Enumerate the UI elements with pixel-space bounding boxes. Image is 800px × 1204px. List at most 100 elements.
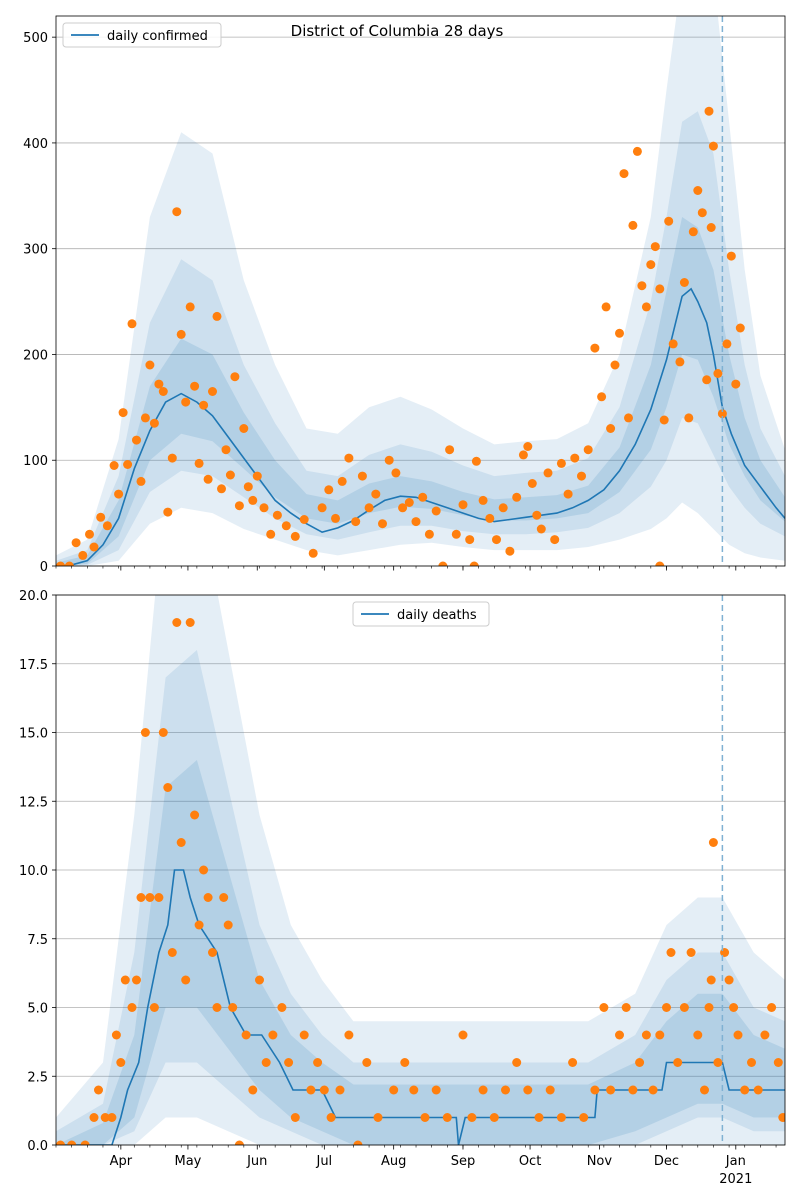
data-point [373,1113,383,1122]
data-point [534,1113,544,1122]
data-point [241,1030,251,1040]
data-point [100,1113,110,1122]
data-point [431,506,441,516]
data-point [615,328,624,338]
data-point [668,339,678,349]
data-point [451,529,461,539]
data-point [167,948,177,957]
y-tick-label: 12.5 [19,795,48,810]
y-tick-label: 17.5 [19,658,48,673]
legend-label: daily confirmed [107,29,208,44]
axes-frame [55,15,786,567]
data-point [234,501,244,511]
data-point [684,413,694,423]
data-point [317,503,327,513]
data-point [324,485,334,495]
data-point [102,521,112,531]
data-point [272,510,282,520]
data-point [212,1003,222,1012]
data-point [673,1058,683,1067]
data-point [650,242,660,252]
data-point [239,424,249,433]
data-point [284,1058,294,1067]
data-point [132,435,141,445]
data-point [478,1085,488,1095]
data-point [523,1085,533,1095]
data-point [675,357,685,367]
data-point [409,1085,419,1095]
data-point [56,1140,65,1145]
uncertainty-band-inner [56,760,785,1145]
data-point [720,948,730,957]
data-point [290,1113,300,1122]
data-point [570,453,580,463]
data-point [212,311,222,321]
plot-area [56,595,785,1145]
uncertainty-band-inner [56,217,785,566]
data-point [424,529,434,539]
data-point [662,1003,671,1012]
legend: daily confirmed [62,22,222,48]
data-point [228,1003,238,1012]
data-point [313,1058,323,1067]
data-point [351,517,361,527]
data-point [512,1058,522,1067]
data-point [536,524,546,534]
data-point [458,1030,468,1040]
data-point [71,538,81,548]
data-point [556,458,566,468]
data-point [326,1113,336,1122]
data-point [176,329,186,339]
x-tick-label: Oct [519,1154,541,1169]
data-point [704,106,714,116]
data-point [700,1085,709,1095]
data-point [140,413,150,423]
data-point [353,1140,363,1145]
data-point [590,1085,600,1095]
data-point [606,1085,616,1095]
y-tick-label: 0 [40,560,48,575]
data-point [610,360,620,370]
data-point [704,1003,714,1012]
data-point [492,535,501,545]
legend: daily deaths [352,601,490,627]
data-point [664,216,674,226]
data-point [400,1058,410,1067]
data-point [726,251,736,261]
data-point [632,146,642,156]
data-point [615,1030,624,1040]
data-point [154,379,164,389]
x-tick-label: Sep [451,1154,476,1169]
data-point [606,424,616,433]
data-point [306,1085,316,1095]
data-point [158,387,168,396]
data-point [431,1085,441,1095]
data-point [693,186,703,195]
data-point [190,381,200,391]
data-point [255,975,264,985]
data-point [731,379,741,389]
data-point [467,1113,477,1122]
data-point [532,510,542,520]
data-point [655,284,665,294]
data-point [641,302,651,312]
data-point [579,1113,589,1122]
data-point [628,1085,638,1095]
data-point [753,1085,763,1095]
data-point [635,1058,645,1067]
data-point [706,223,716,232]
data-point [362,1058,372,1067]
data-point [619,169,629,179]
data-point [760,1030,770,1040]
data-point [729,1003,739,1012]
data-point [118,408,128,418]
x-tick-label: Dec [654,1154,679,1169]
data-point [89,1113,99,1122]
legend-box [352,601,490,627]
y-tick-label: 20.0 [19,589,48,604]
data-point [702,375,712,385]
data-point [80,1140,90,1145]
data-point [203,893,213,902]
data-point [778,1113,785,1122]
data-point [281,521,291,531]
